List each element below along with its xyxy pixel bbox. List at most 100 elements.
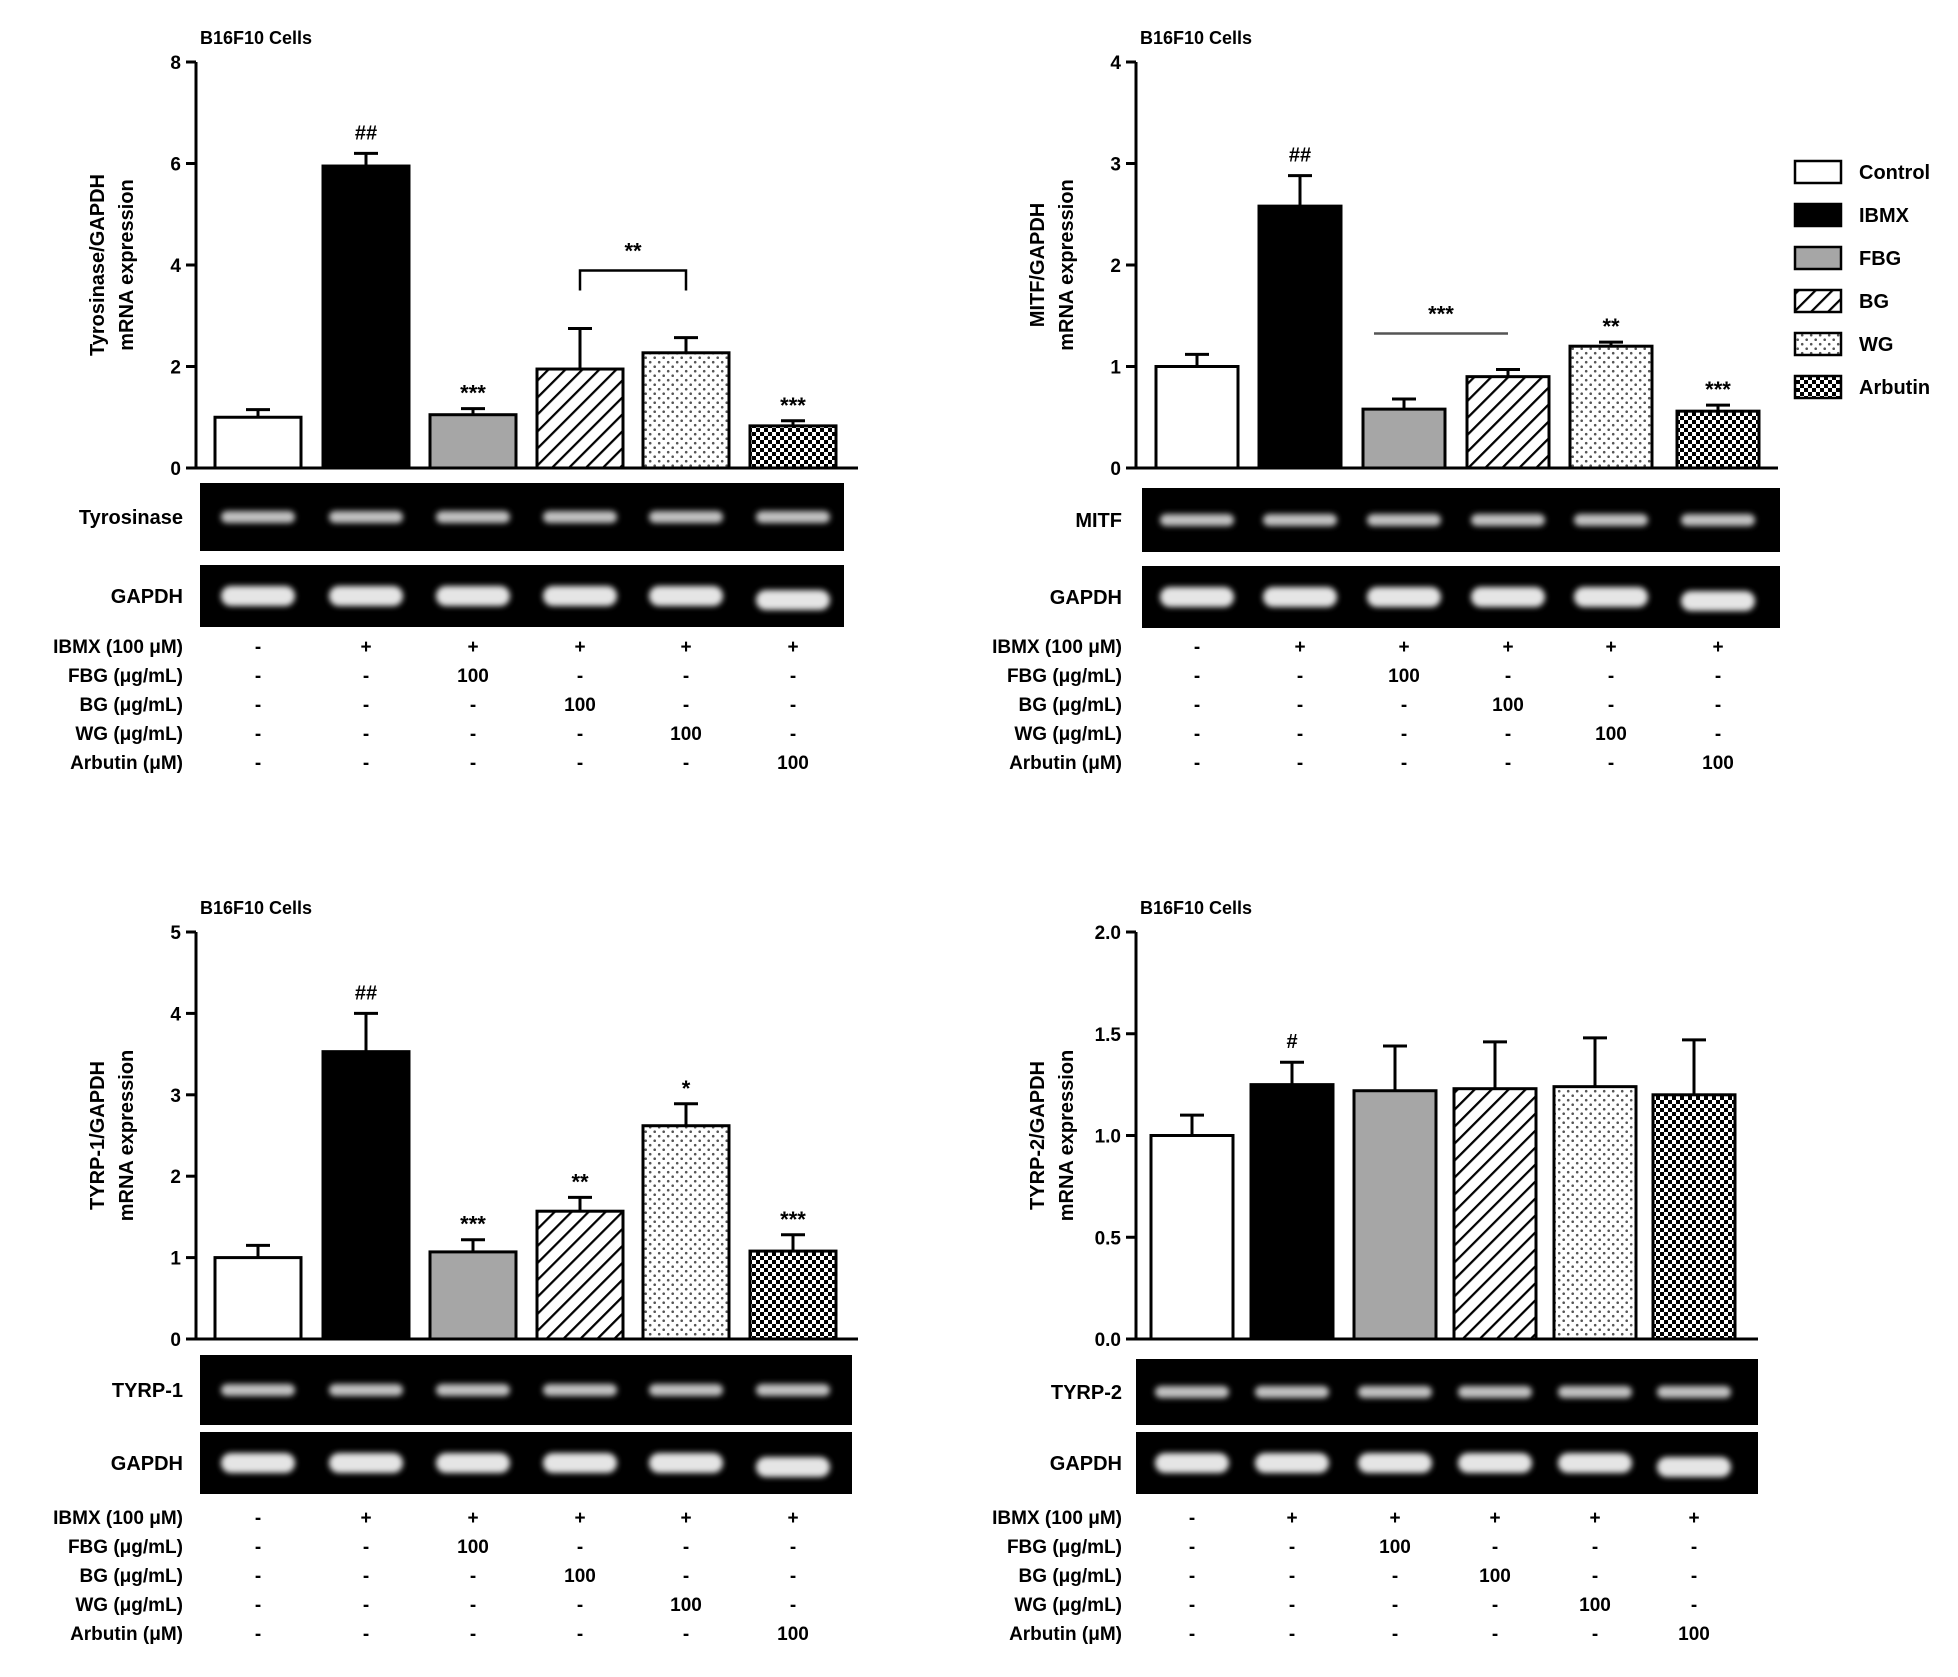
legend-label: WG <box>1859 334 1893 356</box>
treatment-value: + <box>467 637 478 658</box>
treatment-value: - <box>1189 1624 1195 1645</box>
treatment-value: - <box>363 1566 369 1587</box>
treatment-value: + <box>1712 637 1723 658</box>
treatment-value: - <box>363 1624 369 1645</box>
treatment-value: - <box>683 753 689 774</box>
gel-band <box>1681 591 1755 611</box>
y-tick-label: 0.0 <box>1095 1330 1121 1351</box>
treatment-value: 100 <box>1492 695 1524 716</box>
gel-band <box>1574 587 1648 607</box>
bar-wg <box>1568 344 1654 470</box>
treatment-value: - <box>577 1537 583 1558</box>
gel-band <box>221 1384 295 1396</box>
treatment-value: + <box>787 1508 798 1529</box>
treatment-value: - <box>577 753 583 774</box>
legend-swatch-ibmx <box>1793 202 1843 228</box>
chart-panel: B16F10 Cells Tyrosinase/GAPDH mRNA express… <box>53 28 858 774</box>
bar-bg <box>1452 1087 1538 1341</box>
treatment-label: BG (μg/mL) <box>1019 695 1122 716</box>
gel-label: TYRP-2 <box>1051 1382 1122 1404</box>
bar-arbutin <box>748 1249 838 1341</box>
bar-fbg <box>1352 1089 1438 1341</box>
gel-band <box>1255 1386 1329 1398</box>
treatment-value: - <box>1691 1566 1697 1587</box>
y-tick-label: 4 <box>170 1004 181 1025</box>
bar-ibmx <box>1249 1083 1335 1341</box>
treatment-value: - <box>1297 695 1303 716</box>
treatment-label: Arbutin (μM) <box>1009 1624 1122 1645</box>
gel-label: Tyrosinase <box>79 507 183 529</box>
treatment-value: - <box>1505 753 1511 774</box>
treatment-value: 100 <box>1595 724 1627 745</box>
comparison-label: *** <box>1428 302 1454 327</box>
treatment-value: + <box>1489 1508 1500 1529</box>
y-axis-label-line: Tyrosinase/GAPDH <box>87 174 109 356</box>
treatment-value: 100 <box>1678 1624 1710 1645</box>
treatment-value: - <box>1592 1537 1598 1558</box>
treatment-value: 100 <box>1479 1566 1511 1587</box>
gel-band <box>1574 514 1648 526</box>
treatment-label: IBMX (100 μM) <box>992 1508 1122 1529</box>
treatment-value: - <box>1189 1566 1195 1587</box>
gel-label: GAPDH <box>1050 587 1122 609</box>
treatment-value: + <box>680 637 691 658</box>
legend: Control IBMX FBG BG WG Arbutin <box>1793 159 1930 400</box>
treatment-value: - <box>255 695 261 716</box>
treatment-value: + <box>1398 637 1409 658</box>
treatment-value: + <box>680 1508 691 1529</box>
treatment-value: + <box>467 1508 478 1529</box>
treatment-value: - <box>1492 1595 1498 1616</box>
treatment-value: - <box>790 1566 796 1587</box>
legend-swatch-control <box>1793 159 1843 185</box>
comparison-label: ** <box>624 238 642 263</box>
treatment-value: - <box>255 1624 261 1645</box>
gel-band <box>543 511 617 523</box>
treatment-value: - <box>683 1624 689 1645</box>
treatment-value: + <box>1688 1508 1699 1529</box>
gel-label: TYRP-1 <box>112 1380 183 1402</box>
treatment-value: - <box>363 724 369 745</box>
gel-image <box>200 1432 852 1494</box>
gel-band <box>756 590 830 610</box>
gel-band <box>1160 587 1234 607</box>
legend-swatch-bg <box>1793 288 1843 314</box>
bar-wg <box>641 351 731 470</box>
gel-band <box>649 586 723 606</box>
significance-label: # <box>1286 1031 1297 1053</box>
treatment-value: - <box>1194 666 1200 687</box>
bar-bg <box>535 1209 625 1341</box>
treatment-value: - <box>1715 695 1721 716</box>
gel-label: MITF <box>1075 510 1122 532</box>
treatment-value: + <box>360 637 371 658</box>
treatment-value: - <box>577 1595 583 1616</box>
gel-band <box>1263 587 1337 607</box>
bar-control <box>213 415 303 470</box>
y-axis-label: TYRP-2/GAPDH mRNA expression <box>1027 1050 1078 1222</box>
gel-band <box>1681 514 1755 526</box>
treatment-value: - <box>1505 724 1511 745</box>
gel-band <box>221 586 295 606</box>
treatment-value: 100 <box>777 1624 809 1645</box>
y-tick-label: 6 <box>170 155 181 176</box>
treatment-value: - <box>577 1624 583 1645</box>
chart-panel: B16F10 Cells MITF/GAPDH mRNA expression 0 1 2… <box>992 28 1780 774</box>
y-tick-label: 0 <box>1110 459 1121 480</box>
treatment-value: 100 <box>457 666 489 687</box>
treatment-value: - <box>1297 753 1303 774</box>
treatment-value: + <box>1286 1508 1297 1529</box>
treatment-value: 100 <box>1388 666 1420 687</box>
chart-title: B16F10 Cells <box>1140 28 1252 48</box>
chart-title: B16F10 Cells <box>1140 898 1252 918</box>
significance-label: *** <box>1705 377 1731 402</box>
y-tick-label: 2 <box>170 358 181 379</box>
y-axis-label-line: mRNA expression <box>116 179 138 351</box>
gel-band <box>1160 514 1234 526</box>
treatment-label: FBG (μg/mL) <box>68 666 183 687</box>
gel-image <box>1136 1359 1758 1425</box>
treatment-value: - <box>1194 724 1200 745</box>
gel-band <box>1367 514 1441 526</box>
significance-label: ## <box>355 982 377 1004</box>
y-tick-label: 5 <box>170 923 181 944</box>
gel-image <box>1142 566 1780 628</box>
y-tick-label: 2 <box>1110 256 1121 277</box>
